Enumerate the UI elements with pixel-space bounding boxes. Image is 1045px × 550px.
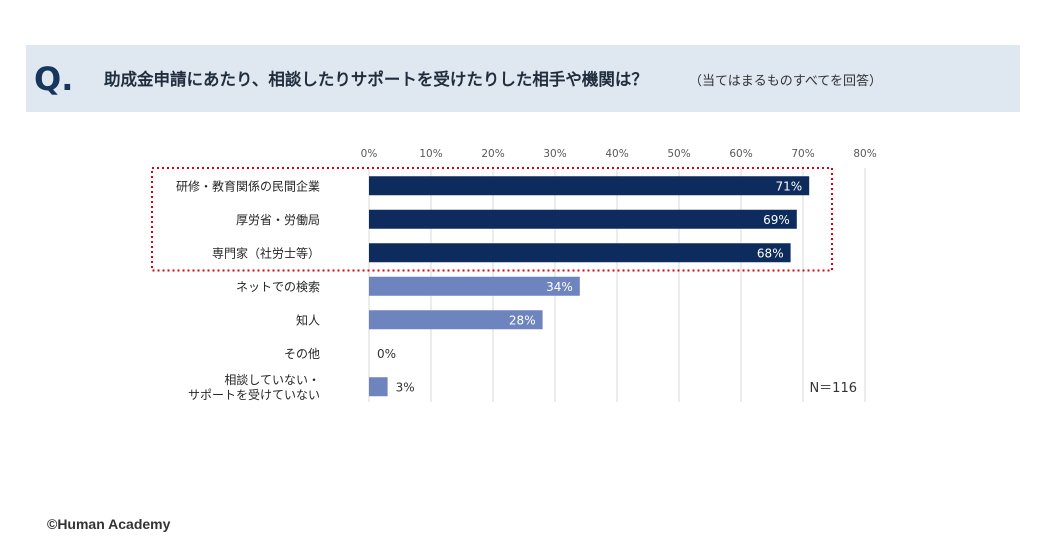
bar bbox=[369, 276, 580, 296]
data-label: 68% bbox=[757, 246, 784, 260]
data-label: 0% bbox=[377, 347, 396, 361]
x-tick-label: 30% bbox=[543, 148, 566, 160]
category-label: その他 bbox=[284, 347, 320, 361]
x-tick-label: 60% bbox=[729, 148, 752, 160]
question-text: 助成金申請にあたり、相談したりサポートを受けたりした相手や機関は？ bbox=[104, 70, 648, 89]
x-tick-label: 20% bbox=[481, 148, 504, 160]
copyright-text: ©Human Academy bbox=[47, 516, 171, 532]
category-label: ネットでの検索 bbox=[236, 280, 320, 294]
bar bbox=[369, 176, 810, 196]
x-tick-label: 70% bbox=[791, 148, 814, 160]
x-tick-label: 50% bbox=[667, 148, 690, 160]
data-label: 69% bbox=[763, 213, 790, 227]
x-tick-label: 0% bbox=[361, 148, 378, 160]
question-banner bbox=[26, 45, 1020, 112]
category-label: 研修・教育関係の民間企業 bbox=[176, 178, 320, 193]
data-label: 3% bbox=[396, 380, 415, 394]
question-note: （当てはまるものすべてを回答） bbox=[689, 74, 883, 89]
category-label: 厚労省・労働局 bbox=[236, 213, 320, 227]
x-tick-label: 40% bbox=[605, 148, 628, 160]
sample-size-label: N＝116 bbox=[809, 381, 857, 396]
data-label: 28% bbox=[509, 313, 536, 327]
category-label: 相談していない・ bbox=[224, 372, 320, 387]
data-label: 71% bbox=[776, 179, 803, 193]
question-mark: Q. bbox=[34, 60, 74, 98]
x-tick-label: 10% bbox=[419, 148, 442, 160]
category-label: 知人 bbox=[296, 313, 320, 327]
x-tick-label: 80% bbox=[853, 148, 876, 160]
category-label: 専門家（社労士等） bbox=[212, 245, 320, 260]
data-label: 34% bbox=[546, 280, 573, 294]
bar bbox=[369, 310, 543, 330]
bar bbox=[369, 209, 797, 229]
category-label: サポートを受けていない bbox=[188, 388, 320, 402]
bar bbox=[369, 243, 791, 263]
highlight-frame bbox=[151, 167, 833, 272]
bar bbox=[369, 377, 388, 397]
